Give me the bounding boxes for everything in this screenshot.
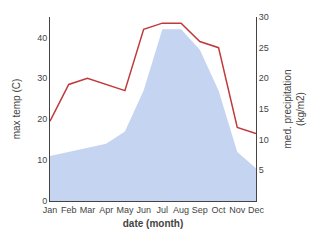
svg-text:30: 30 — [37, 73, 47, 83]
svg-text:20: 20 — [37, 114, 47, 124]
svg-text:May: May — [116, 205, 134, 215]
svg-text:Jun: Jun — [136, 205, 151, 215]
svg-text:25: 25 — [259, 43, 269, 53]
svg-text:med. precipitation(kg/m2): med. precipitation(kg/m2) — [282, 70, 306, 149]
svg-text:40: 40 — [37, 33, 47, 43]
svg-text:Sep: Sep — [192, 205, 208, 215]
svg-text:30: 30 — [259, 12, 269, 22]
svg-text:Nov: Nov — [229, 205, 246, 215]
svg-text:10: 10 — [37, 155, 47, 165]
svg-text:5: 5 — [259, 165, 264, 175]
svg-text:Mar: Mar — [80, 205, 96, 215]
svg-text:0: 0 — [42, 196, 47, 206]
svg-text:20: 20 — [259, 73, 269, 83]
svg-text:date (month): date (month) — [123, 218, 184, 229]
svg-text:Oct: Oct — [212, 205, 227, 215]
svg-text:Jul: Jul — [157, 205, 169, 215]
svg-text:Feb: Feb — [61, 205, 77, 215]
svg-text:Jan: Jan — [43, 205, 58, 215]
svg-text:Aug: Aug — [173, 205, 189, 215]
svg-text:15: 15 — [259, 104, 269, 114]
svg-text:Dec: Dec — [248, 205, 265, 215]
svg-text:10: 10 — [259, 135, 269, 145]
svg-text:Apr: Apr — [99, 205, 113, 215]
svg-text:max temp (C): max temp (C) — [11, 79, 22, 140]
